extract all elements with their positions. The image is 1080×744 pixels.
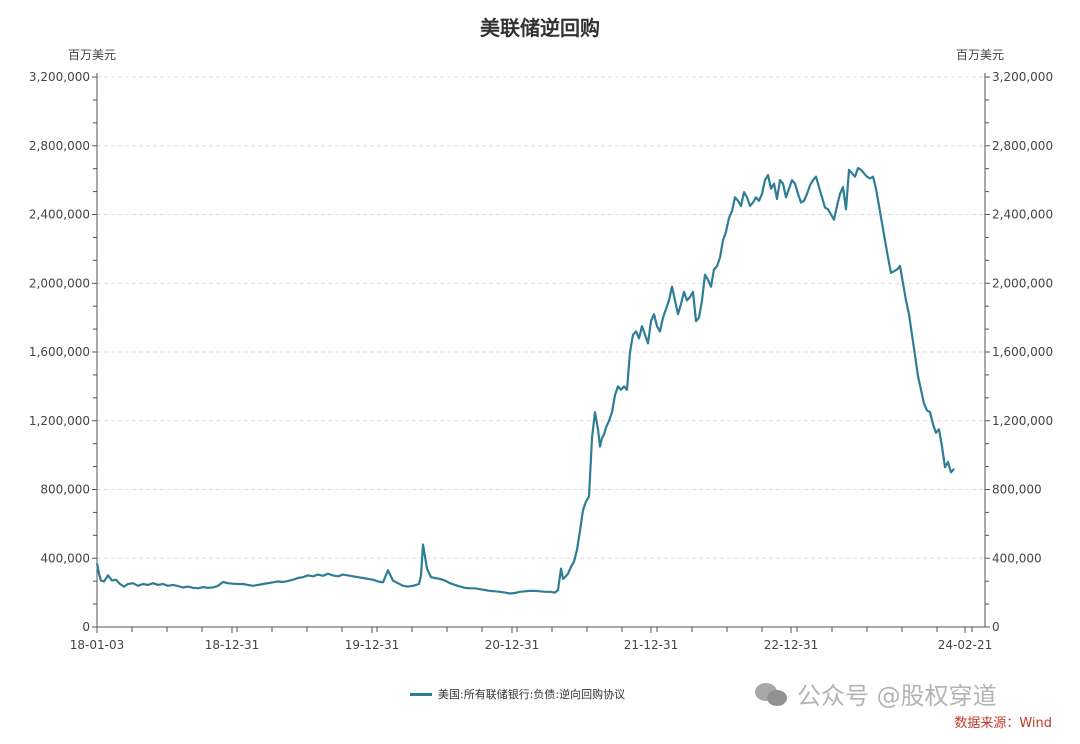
- svg-text:2,400,000: 2,400,000: [992, 208, 1053, 222]
- svg-text:800,000: 800,000: [40, 483, 90, 497]
- x-axis: 18-01-03 18-12-31 19-12-31 20-12-31 21-12-31…: [70, 627, 992, 652]
- svg-text:18-12-31: 18-12-31: [205, 638, 259, 652]
- svg-text:22-12-31: 22-12-31: [764, 638, 818, 652]
- watermark-text: 公众号 @股权穿道: [797, 682, 997, 710]
- left-axis-unit: 百万美元: [68, 48, 117, 62]
- svg-text:0: 0: [82, 620, 90, 634]
- svg-text:3,200,000: 3,200,000: [992, 70, 1053, 84]
- svg-text:1,600,000: 1,600,000: [992, 345, 1053, 359]
- right-y-axis: 0 400,000 800,000 1,200,000 1,600,000 2,000,0…: [985, 70, 1053, 634]
- right-axis-unit: 百万美元: [956, 48, 1005, 62]
- svg-text:3,200,000: 3,200,000: [29, 70, 90, 84]
- svg-text:800,000: 800,000: [992, 483, 1042, 497]
- svg-text:2,400,000: 2,400,000: [29, 208, 90, 222]
- svg-text:21-12-31: 21-12-31: [624, 638, 678, 652]
- legend-swatch-icon: [410, 692, 432, 696]
- svg-text:19-12-31: 19-12-31: [345, 638, 399, 652]
- svg-text:1,200,000: 1,200,000: [992, 414, 1053, 428]
- legend[interactable]: 美国:所有联储银行:负债:逆向回购协议: [410, 686, 625, 702]
- svg-text:2,000,000: 2,000,000: [992, 276, 1053, 290]
- left-y-axis: 0 400,000 800,000 1,200,000 1,600,000 2,000,0…: [29, 70, 97, 634]
- svg-text:20-12-31: 20-12-31: [485, 638, 539, 652]
- series-line-reverse-repo: [95, 167, 955, 595]
- chart-title: 美联储逆回购: [480, 16, 600, 40]
- watermark: 公众号 @股权穿道: [755, 676, 997, 711]
- wechat-icon: [755, 681, 789, 707]
- svg-text:18-01-03: 18-01-03: [70, 638, 124, 652]
- svg-text:400,000: 400,000: [40, 551, 90, 565]
- svg-text:400,000: 400,000: [992, 551, 1042, 565]
- svg-text:24-02-21: 24-02-21: [938, 638, 992, 652]
- data-source: 数据来源：Wind: [954, 716, 1052, 731]
- svg-text:1,200,000: 1,200,000: [29, 414, 90, 428]
- svg-text:2,800,000: 2,800,000: [29, 139, 90, 153]
- legend-label: 美国:所有联储银行:负债:逆向回购协议: [438, 688, 626, 701]
- svg-text:0: 0: [992, 620, 1000, 634]
- gridlines: [97, 76, 985, 559]
- svg-text:2,800,000: 2,800,000: [992, 139, 1053, 153]
- svg-text:2,000,000: 2,000,000: [29, 276, 90, 290]
- svg-text:1,600,000: 1,600,000: [29, 345, 90, 359]
- axes: [96, 73, 986, 628]
